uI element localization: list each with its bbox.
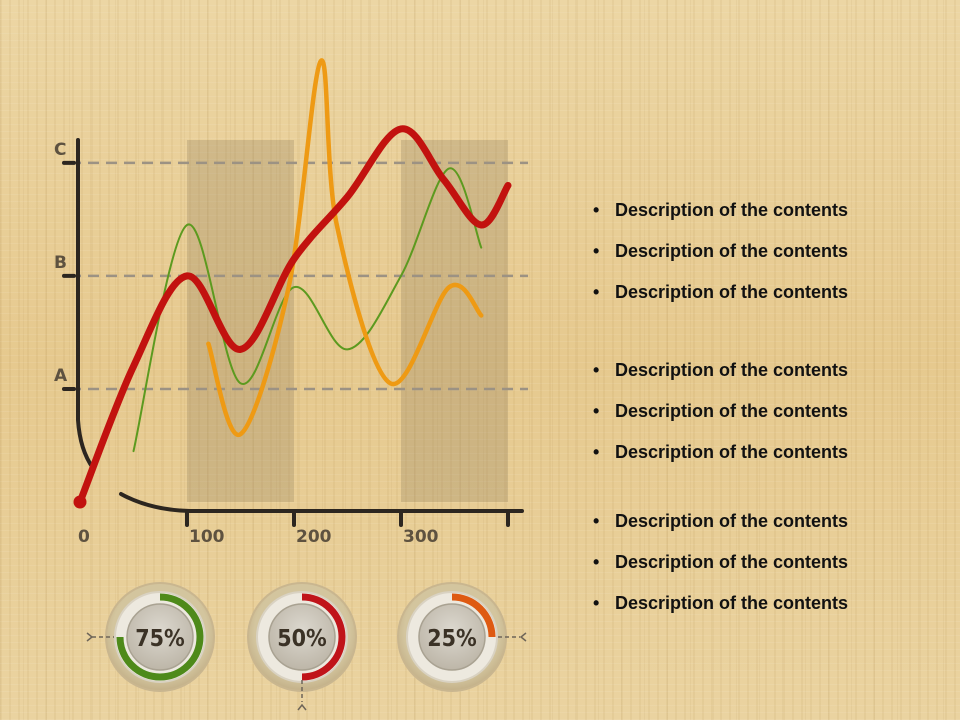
series-line [132, 167, 483, 453]
bullet-marker: • [593, 241, 600, 261]
bullet-item: • Description of the contents [593, 282, 848, 303]
y-tick-label: B [54, 253, 67, 273]
percent-gauge: 25% [397, 582, 507, 692]
gauge-label: 25% [427, 626, 477, 652]
bullet-text: Description of the contents [615, 552, 849, 572]
bullet-marker: • [593, 200, 600, 220]
bullet-item: • Description of the contents [593, 593, 848, 614]
x-tick-label: 100 [189, 527, 225, 547]
bullet-item: • Description of the contents [593, 241, 848, 262]
bullet-marker: • [593, 442, 600, 462]
pointer-arrow [519, 632, 527, 642]
y-tick-label: C [54, 140, 66, 160]
bullet-text: Description of the contents [615, 401, 849, 421]
bullet-marker: • [593, 511, 600, 531]
bullet-marker: • [593, 282, 600, 302]
percent-gauge: 50% [247, 582, 357, 692]
gauge-label: 75% [135, 626, 185, 652]
bullet-item: • Description of the contents [593, 442, 848, 463]
bullet-text: Description of the contents [615, 241, 849, 261]
y-axis [76, 138, 95, 470]
bullet-text: Description of the contents [615, 282, 849, 302]
bullet-marker: • [593, 593, 600, 613]
bullet-item: • Description of the contents [593, 360, 848, 381]
x-tick-label: 200 [296, 527, 332, 547]
gauge-label: 50% [277, 626, 327, 652]
bullet-item: • Description of the contents [593, 552, 848, 573]
shaded-band [187, 140, 294, 502]
bullet-text: Description of the contents [615, 511, 849, 531]
x-tick-label: 0 [78, 527, 90, 547]
pointer-arrow [297, 703, 307, 711]
bullet-text: Description of the contents [615, 360, 849, 380]
series-line [206, 58, 484, 437]
bullet-marker: • [593, 401, 600, 421]
series-line [76, 125, 512, 506]
y-tick-label: A [54, 366, 68, 386]
bullet-item: • Description of the contents [593, 511, 848, 532]
x-tick-label: 300 [403, 527, 439, 547]
percent-gauge: 75% [105, 582, 215, 692]
series-start-point [73, 495, 87, 509]
bullet-text: Description of the contents [615, 593, 849, 613]
bullet-text: Description of the contents [615, 200, 849, 220]
bullet-text: Description of the contents [615, 442, 849, 462]
gauge-arc [451, 593, 496, 638]
x-axis [119, 492, 524, 513]
bullet-marker: • [593, 360, 600, 380]
bullet-marker: • [593, 552, 600, 572]
bullet-item: • Description of the contents [593, 401, 848, 422]
gauge-arc [301, 593, 346, 681]
gauge-arc [116, 593, 204, 681]
gauge-face [418, 603, 486, 671]
gauge-face [126, 603, 194, 671]
pointer-arrow [86, 632, 94, 642]
gauge-face [268, 603, 336, 671]
bullet-item: • Description of the contents [593, 200, 848, 221]
